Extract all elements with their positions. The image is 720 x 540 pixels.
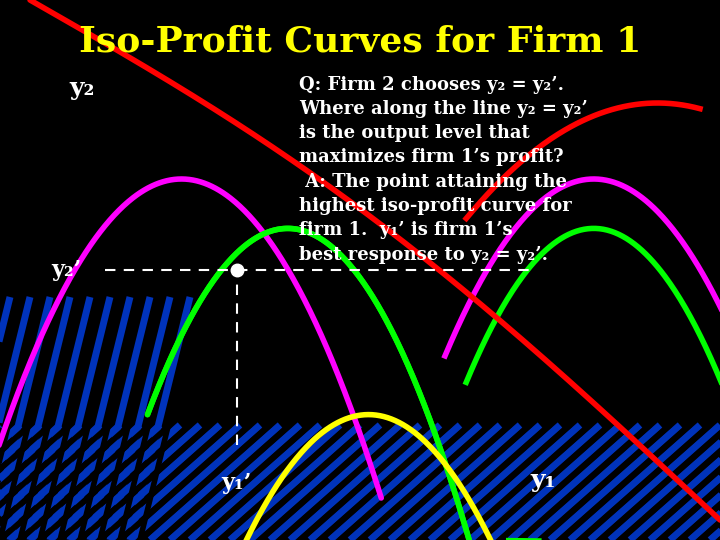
- Text: Iso-Profit Curves for Firm 1: Iso-Profit Curves for Firm 1: [78, 24, 642, 58]
- Text: Q: Firm 2 chooses y₂ = y₂’.
Where along the line y₂ = y₂’
is the output level th: Q: Firm 2 chooses y₂ = y₂’. Where along …: [299, 76, 588, 264]
- Text: y₂’: y₂’: [51, 259, 81, 281]
- Text: y₁: y₁: [530, 468, 556, 492]
- Text: y₂: y₂: [69, 76, 94, 100]
- Text: y₁’: y₁’: [222, 471, 252, 494]
